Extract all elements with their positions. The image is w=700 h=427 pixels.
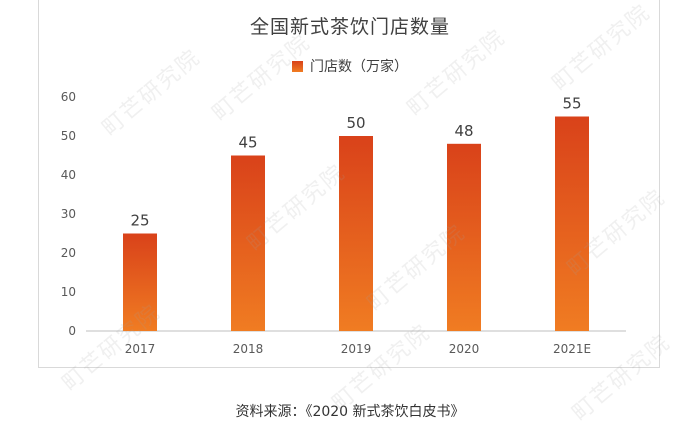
bar-2017 [123,233,157,331]
chart-legend: 门店数（万家） [0,56,700,76]
x-tick-label: 2017 [125,342,156,356]
legend-swatch [292,61,303,72]
y-tick-label: 60 [61,90,76,104]
chart-title: 全国新式茶饮门店数量 [249,16,450,38]
data-label: 50 [346,114,365,132]
legend-label: 门店数（万家） [310,59,408,75]
x-tick-label: 2021E [553,342,591,356]
y-tick-label: 0 [68,324,76,338]
y-tick-label: 50 [61,129,76,143]
bar-2019 [339,136,373,331]
source-note: 资料来源：《2020 新式茶饮白皮书》 [235,404,465,420]
y-tick-label: 40 [61,168,76,182]
x-tick-label: 2020 [449,342,480,356]
y-tick-label: 10 [61,285,76,299]
y-tick-label: 30 [61,207,76,221]
data-label: 25 [130,212,149,230]
bar-2018 [231,155,265,331]
x-tick-label: 2018 [233,342,264,356]
data-label: 48 [454,122,473,140]
data-label: 45 [238,134,257,152]
bar-2021E [555,116,589,331]
y-tick-label: 20 [61,246,76,260]
x-tick-label: 2019 [341,342,372,356]
bar-2020 [447,143,481,331]
data-label: 55 [562,95,581,113]
